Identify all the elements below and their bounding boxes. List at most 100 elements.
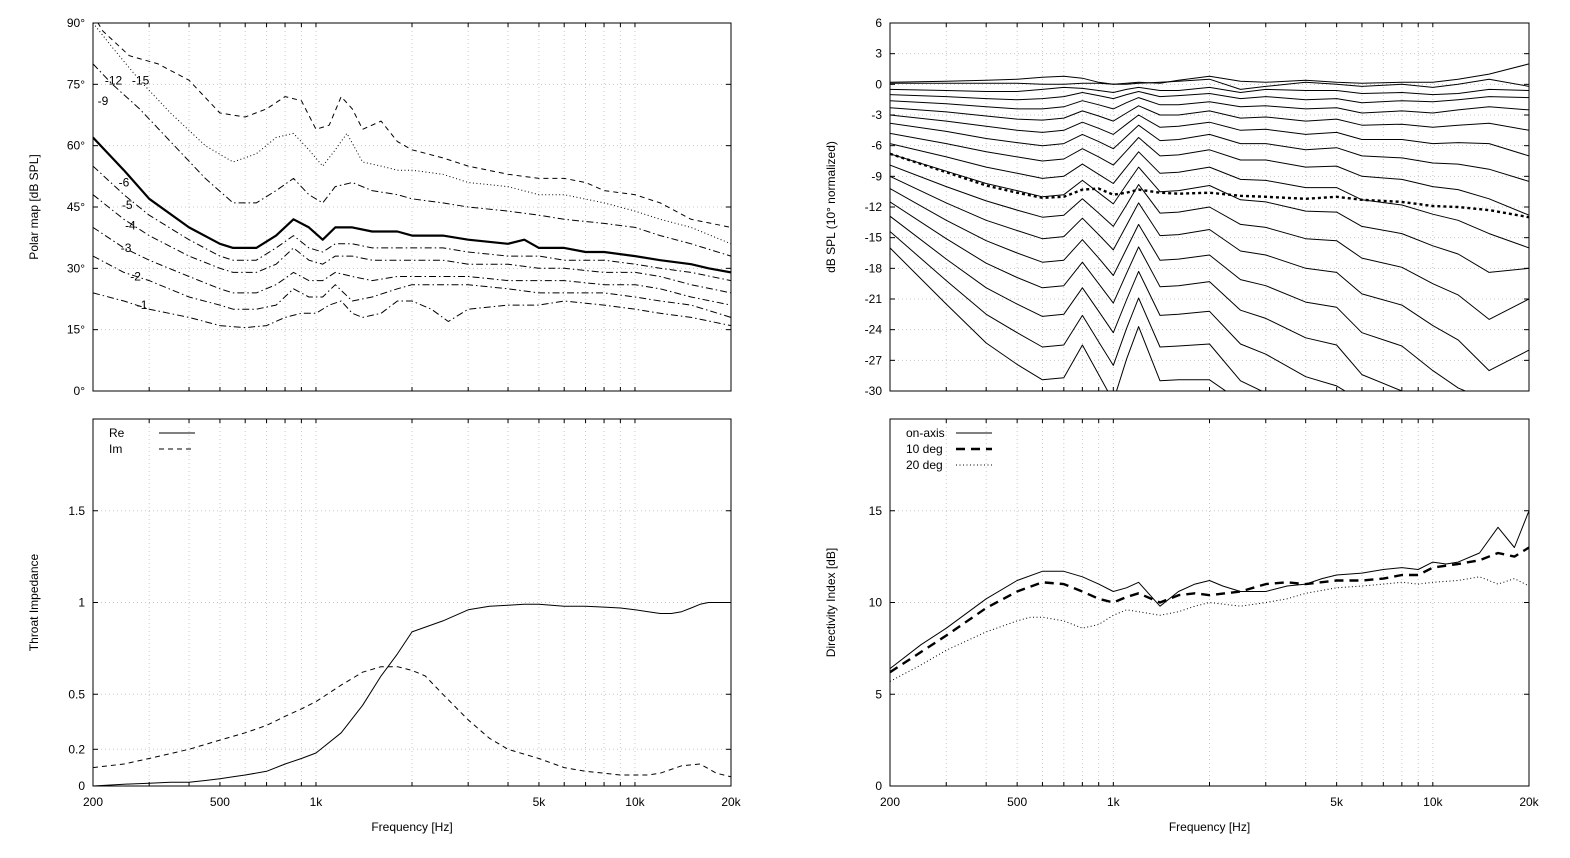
series-line — [890, 231, 1263, 391]
series-line — [890, 78, 1529, 90]
contour-label: -4 — [125, 218, 136, 232]
y-axis-label: Throat Impedance — [27, 553, 41, 651]
x-tick-label: 200 — [83, 795, 103, 809]
legend-label: Re — [109, 426, 125, 440]
y-tick-label: -24 — [865, 323, 883, 337]
y-tick-label: 5 — [875, 687, 882, 701]
y-tick-label: 1.5 — [68, 504, 85, 518]
x-tick-label: 20k — [721, 795, 741, 809]
impedance-grid — [93, 419, 731, 787]
directivity-plot-frame — [889, 418, 1530, 787]
contour-label: -9 — [98, 94, 109, 108]
series-line — [890, 91, 1529, 104]
y-tick-label: 0.5 — [68, 687, 85, 701]
y-tick-label: 0.2 — [68, 742, 85, 756]
y-tick-label: 90° — [67, 16, 85, 30]
series-line — [890, 63, 1529, 85]
x-axis-label: Frequency [Hz] — [1169, 820, 1250, 834]
x-axis-label: Frequency [Hz] — [371, 820, 452, 834]
y-tick-label: 15° — [67, 323, 85, 337]
impedance-series-group — [93, 602, 731, 786]
impedance-legend: Re Im — [109, 426, 195, 456]
y-tick-label: 30° — [67, 261, 85, 275]
x-tick-label: 1k — [1107, 795, 1121, 809]
series-line — [93, 194, 731, 294]
polar-grid — [93, 22, 731, 392]
y-tick-label: 0 — [875, 77, 882, 91]
y-tick-label: -30 — [865, 384, 883, 398]
polar-plot-frame — [92, 22, 732, 392]
contour-label: -15 — [132, 73, 150, 87]
series-line — [890, 97, 1529, 114]
x-tick-label: 500 — [210, 795, 230, 809]
contour-label: -5 — [122, 198, 133, 212]
x-tick-label: 10k — [1423, 795, 1443, 809]
series-line — [93, 292, 731, 329]
x-tick-label: 1k — [310, 795, 324, 809]
series-line — [93, 63, 731, 257]
y-tick-label: -3 — [871, 108, 882, 122]
y-tick-label: 0 — [875, 779, 882, 793]
y-tick-label: 6 — [875, 16, 882, 30]
y-tick-label: 75° — [67, 77, 85, 91]
series-line — [93, 136, 731, 274]
series-line — [890, 510, 1529, 669]
series-line — [93, 255, 731, 318]
legend-label: Im — [109, 442, 122, 456]
y-tick-label: 1 — [78, 596, 85, 610]
y-tick-label: -9 — [871, 169, 882, 183]
series-line — [890, 188, 1467, 391]
normalized-panel: 6 3 0 -3 -6 -9 -12 -15 -18 -21 -24 -27 -30 dB SPL (10… — [824, 16, 1530, 398]
y-tick-label: -27 — [865, 353, 883, 367]
y-tick-label: -15 — [865, 231, 883, 245]
contour-label: -1 — [137, 298, 148, 312]
series-line — [890, 114, 1529, 157]
series-line — [890, 122, 1529, 182]
contour-label: -6 — [119, 176, 130, 190]
y-tick-label: -18 — [865, 261, 883, 275]
series-line — [93, 602, 731, 786]
series-line — [890, 546, 1529, 674]
y-axis-label: Polar map [dB SPL] — [27, 154, 41, 259]
x-tick-label: 5k — [1330, 795, 1344, 809]
polar-series-group — [93, 23, 731, 329]
series-line — [890, 201, 1404, 391]
directivity-series-group — [890, 510, 1529, 682]
y-tick-label: 60° — [67, 139, 85, 153]
series-line — [890, 143, 1529, 249]
y-tick-label: -6 — [871, 139, 882, 153]
series-line — [890, 132, 1529, 216]
y-tick-label: 15 — [869, 504, 883, 518]
y-tick-label: 3 — [875, 47, 882, 61]
x-tick-label: 5k — [533, 795, 547, 809]
x-tick-label: 500 — [1007, 795, 1027, 809]
x-tick-label: 10k — [625, 795, 645, 809]
y-tick-label: 10 — [869, 596, 883, 610]
series-line — [890, 576, 1529, 682]
series-line — [890, 215, 1346, 391]
y-tick-label: -12 — [865, 200, 883, 214]
series-line — [93, 666, 731, 778]
normalized-grid — [890, 22, 1529, 392]
impedance-panel: 0 0.2 0.5 1 1.5 200 500 1k 5k 10k 20k Throat Impeda… — [27, 418, 742, 834]
y-tick-label: 0 — [78, 779, 85, 793]
contour-label: -2 — [130, 270, 141, 284]
series-line — [890, 164, 1529, 320]
directivity-legend: on-axis 10 deg 20 deg — [906, 426, 992, 472]
x-tick-label: 200 — [880, 795, 900, 809]
contour-label: -3 — [121, 241, 132, 255]
x-tick-label: 20k — [1519, 795, 1539, 809]
series-line — [93, 226, 731, 306]
series-line — [93, 23, 731, 245]
y-tick-label: -21 — [865, 292, 883, 306]
directivity-grid — [890, 419, 1529, 787]
series-line — [890, 152, 1529, 219]
polar-panel: 0° 15° 30° 45° 60° 75° 90° Polar map [dB SPL] -1… — [27, 16, 732, 398]
normalized-plot-frame — [889, 22, 1530, 392]
series-line — [890, 86, 1529, 96]
series-line — [890, 247, 1227, 391]
contour-label: -12 — [105, 73, 123, 87]
normalized-series-group — [890, 63, 1529, 391]
